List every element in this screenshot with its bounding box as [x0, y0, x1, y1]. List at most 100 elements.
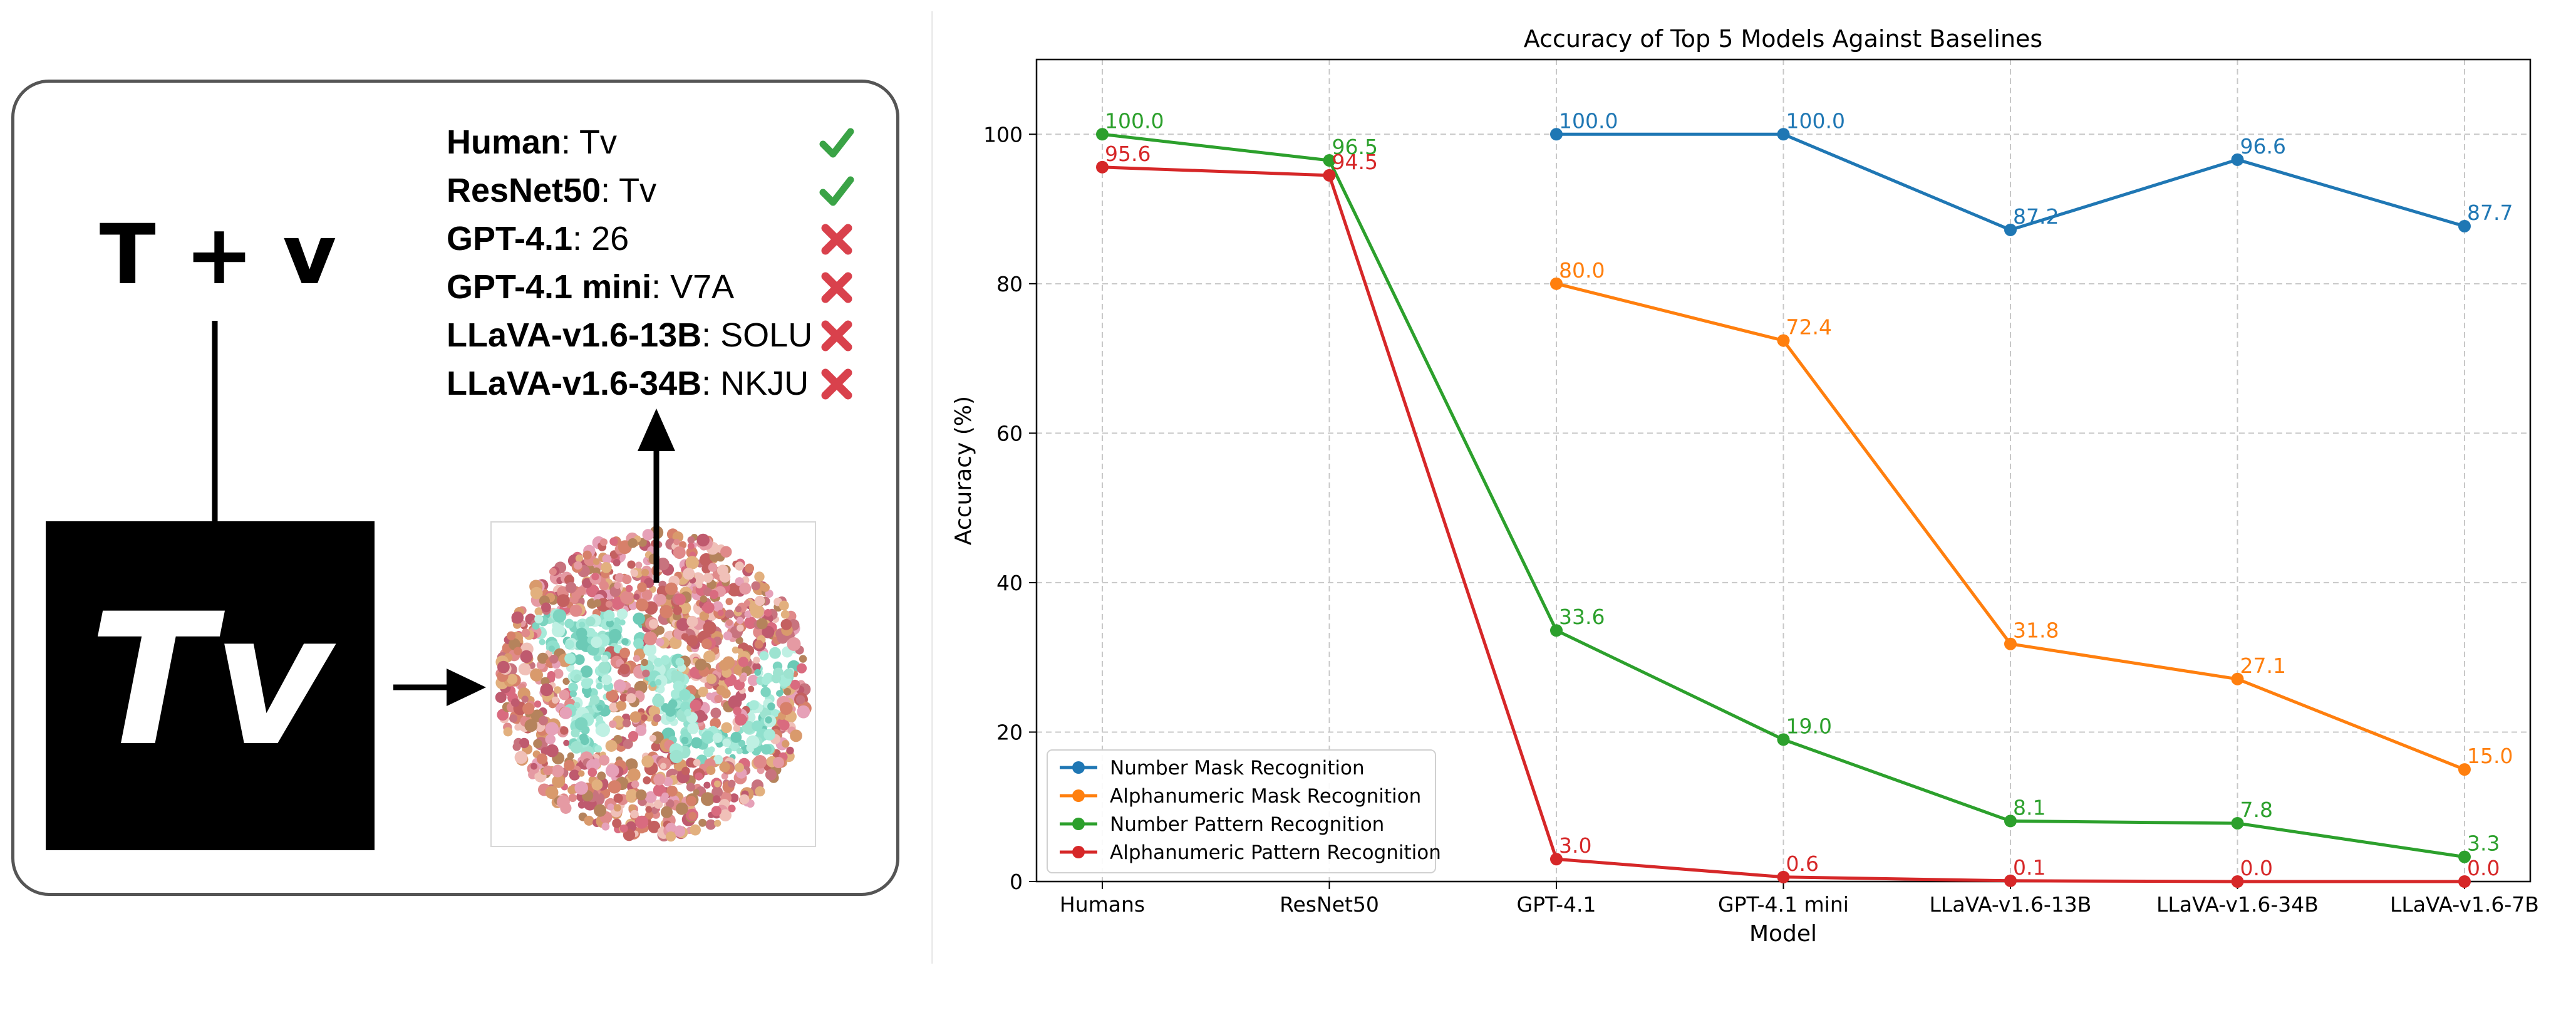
plate-dot	[577, 586, 586, 596]
plate-dot	[701, 638, 712, 650]
plate-dot	[630, 569, 638, 577]
plate-dot	[687, 722, 699, 734]
plate-dot	[673, 825, 685, 837]
plate-dot	[727, 583, 742, 596]
plate-dot	[711, 806, 722, 816]
plate-dot	[607, 803, 614, 811]
plate-dot	[626, 693, 636, 704]
data-point	[2231, 153, 2244, 166]
plate-dot	[784, 688, 792, 695]
plate-dot	[514, 647, 522, 655]
plate-dot	[649, 734, 656, 742]
legend-marker	[1072, 761, 1085, 774]
plate-dot	[549, 654, 559, 664]
plate-dot	[780, 610, 790, 619]
plate-dot	[673, 606, 682, 615]
plate-dot	[620, 590, 634, 605]
plate-dot	[552, 609, 567, 623]
plate-dot	[622, 575, 632, 585]
plate-dot	[686, 796, 696, 806]
plate-dot	[596, 723, 610, 737]
plate-dot	[545, 786, 559, 799]
plate-dot	[609, 702, 618, 712]
data-label: 100.0	[1786, 108, 1845, 133]
y-tick-label: 20	[996, 720, 1023, 744]
prediction-answer: NKJU	[720, 365, 809, 402]
plate-dot	[669, 637, 682, 649]
data-label: 3.0	[1559, 833, 1591, 858]
plate-dot	[593, 599, 602, 607]
prediction-answer: Tv	[619, 172, 657, 209]
plate-dot	[576, 639, 586, 650]
plate-dot	[660, 655, 670, 665]
plate-dot	[796, 663, 807, 674]
plate-dot	[615, 573, 624, 583]
legend-label: Alphanumeric Pattern Recognition	[1110, 841, 1441, 864]
plate-dot	[721, 722, 732, 734]
plate-dot	[653, 773, 665, 786]
plate-dot	[569, 769, 581, 781]
plate-dot	[687, 536, 695, 544]
plate-dot	[613, 804, 621, 812]
plate-dot	[642, 669, 650, 677]
plate-dot	[688, 811, 697, 820]
plate-dot	[568, 682, 578, 692]
plate-dot	[739, 794, 750, 804]
plate-dot	[497, 660, 510, 674]
y-axis-label: Accuracy (%)	[951, 396, 976, 545]
plate-dot	[696, 582, 703, 589]
data-label: 80.0	[1559, 258, 1605, 283]
plate-dot	[700, 595, 708, 603]
plate-dot	[756, 618, 768, 630]
plate-dot	[761, 744, 772, 755]
plate-dot	[651, 742, 660, 752]
plate-dot	[737, 624, 744, 632]
plate-dot	[686, 615, 698, 628]
plate-dot	[509, 714, 518, 723]
plate-dot	[722, 738, 731, 747]
plate-dot	[601, 674, 612, 685]
plate-dot	[603, 610, 615, 622]
plate-dot	[703, 650, 716, 663]
plate-dot	[521, 628, 530, 638]
plate-dot	[643, 776, 651, 784]
plate-dot	[591, 636, 603, 648]
plate-dot	[633, 593, 640, 600]
data-label: 0.0	[2240, 856, 2273, 880]
plate-dot	[591, 779, 603, 791]
plate-dot	[703, 573, 713, 583]
plate-dot	[559, 707, 572, 719]
plate-dot	[510, 698, 520, 707]
plate-dot	[705, 819, 716, 830]
plate-dot	[799, 655, 807, 663]
plate-dot	[763, 729, 775, 741]
plate-dot	[580, 665, 593, 678]
plate-dot	[633, 612, 645, 625]
data-label: 100.0	[1559, 108, 1618, 133]
plate-dot	[765, 769, 777, 781]
plate-dot	[627, 560, 636, 569]
plate-dot	[648, 619, 659, 629]
plate-dot	[736, 747, 743, 754]
plate-dot	[753, 755, 767, 769]
plate-dot	[661, 792, 669, 800]
plate-dot	[710, 717, 721, 729]
plate-dot	[606, 689, 618, 702]
plate-dot	[636, 789, 647, 801]
plate-dot	[543, 765, 553, 776]
plate-dot	[593, 558, 600, 565]
plate-dot	[773, 757, 784, 768]
plate-dot	[778, 600, 789, 611]
plate-dot	[532, 622, 540, 630]
plate-dot	[653, 714, 661, 722]
legend-marker	[1072, 818, 1085, 830]
plate-dot	[725, 747, 732, 755]
plate-dot	[562, 677, 570, 685]
plate-dot	[687, 543, 695, 550]
prediction-separator: :	[561, 123, 580, 161]
plate-dot	[699, 611, 709, 621]
plate-dot	[719, 761, 730, 773]
plate-dot	[656, 626, 665, 635]
plate-dot	[574, 717, 588, 731]
data-label: 0.6	[1786, 851, 1819, 876]
